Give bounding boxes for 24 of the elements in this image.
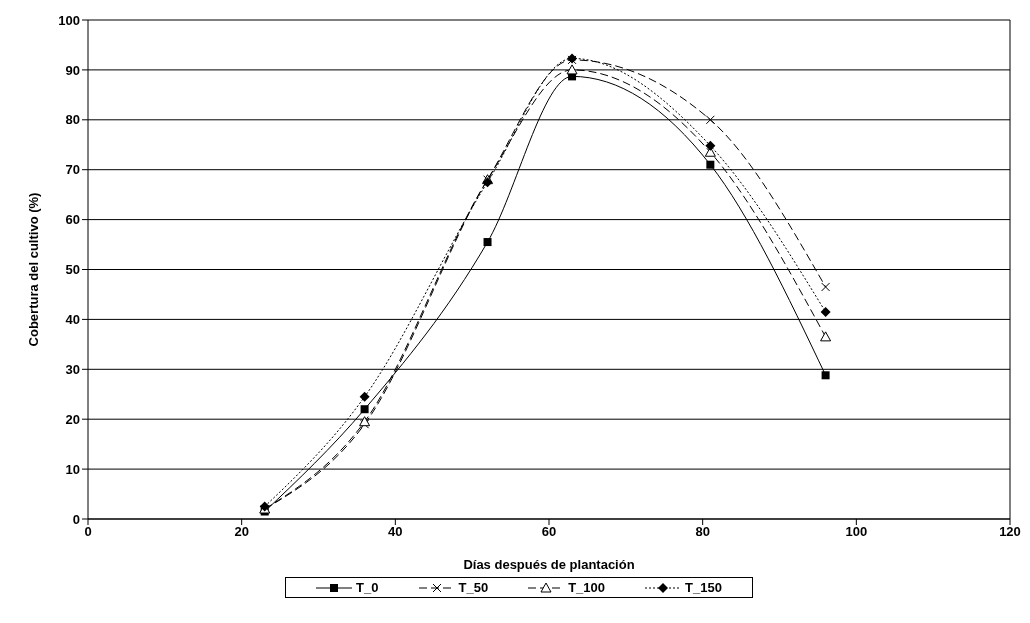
x-tick-label: 120	[999, 524, 1021, 540]
legend-label: T_0	[355, 580, 379, 595]
x-tick-label: 80	[695, 524, 710, 540]
y-tick-label: 30	[65, 361, 80, 377]
y-tick-label: 0	[72, 511, 80, 527]
y-tick-label: 70	[65, 162, 80, 178]
legend-label: T_50	[457, 580, 489, 595]
x-tick-label: 100	[845, 524, 868, 540]
legend-label: T_100	[567, 580, 606, 595]
y-tick-label: 10	[65, 461, 80, 477]
y-axis-title: Cobertura del cultivo (%)	[25, 192, 41, 347]
y-tick-label: 60	[65, 212, 80, 228]
x-tick-label: 40	[388, 524, 403, 540]
y-tick-label: 50	[65, 262, 80, 278]
y-tick-label: 80	[65, 112, 80, 128]
y-tick-label: 40	[65, 312, 80, 328]
x-tick-label: 0	[84, 524, 92, 540]
x-axis-title: Días después de plantación	[463, 557, 635, 572]
y-tick-label: 100	[58, 12, 80, 28]
x-tick-label: 60	[541, 524, 557, 540]
legend-label: T_150	[684, 580, 722, 595]
x-tick-label: 20	[234, 524, 249, 540]
y-tick-label: 90	[65, 62, 80, 78]
y-tick-label: 20	[65, 411, 80, 427]
